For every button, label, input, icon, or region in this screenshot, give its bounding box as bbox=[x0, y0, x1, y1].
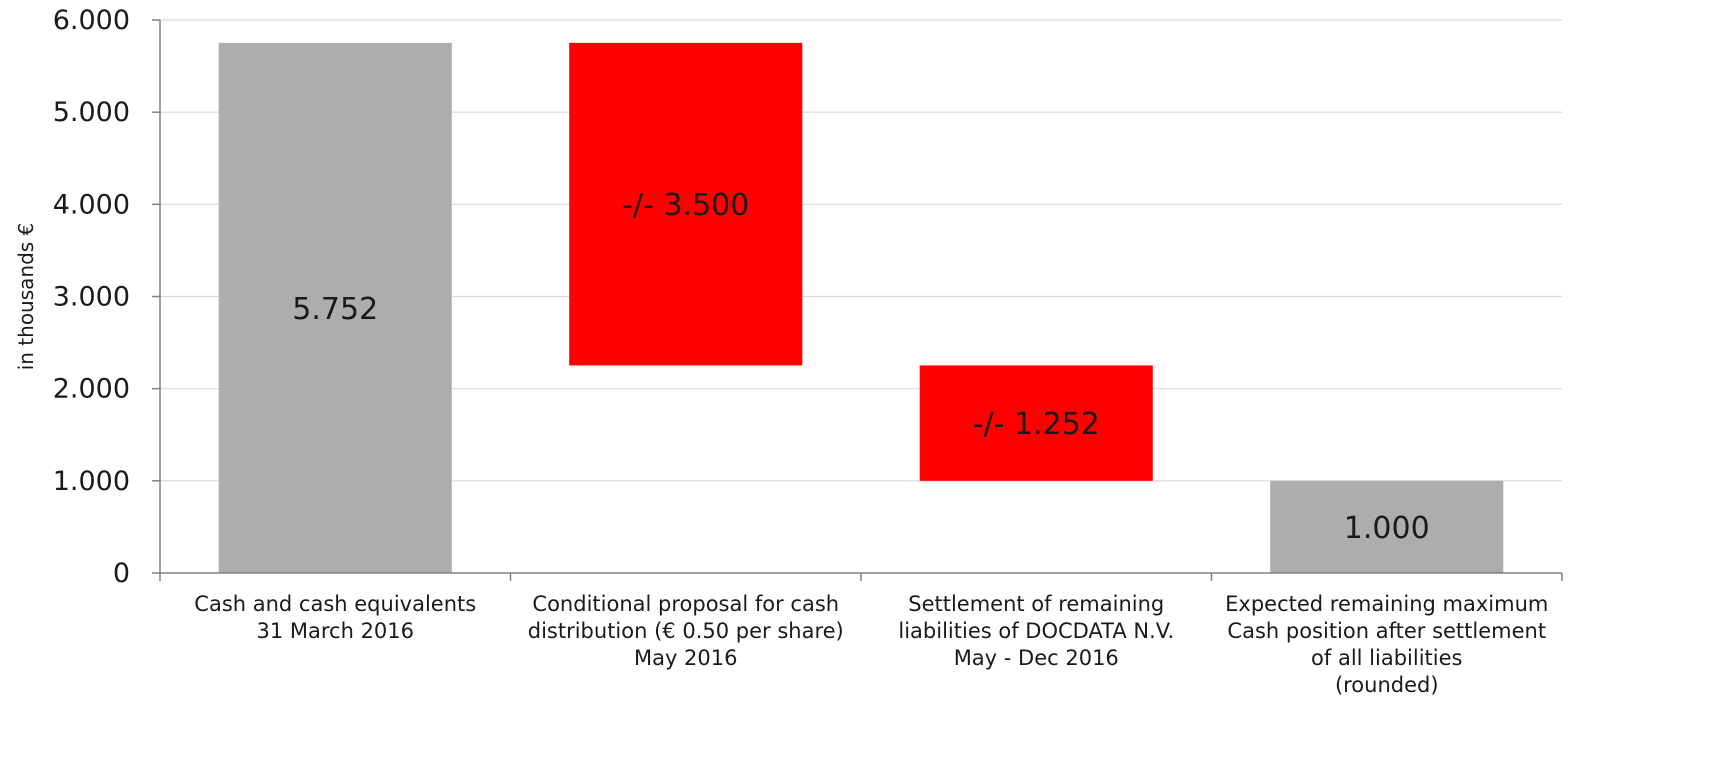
y-tick-label: 5.000 bbox=[53, 97, 130, 128]
bar-total bbox=[1270, 480, 1504, 573]
x-category-label: Cash and cash equivalents 31 March 2016 bbox=[194, 592, 476, 643]
y-tick-label: 2.000 bbox=[53, 374, 130, 405]
bars bbox=[218, 42, 1504, 573]
y-tick-label: 0 bbox=[113, 558, 130, 589]
y-tick-label: 6.000 bbox=[53, 5, 130, 36]
x-category-label: Expected remaining maximum Cash position … bbox=[1225, 592, 1548, 697]
y-axis-label: in thousands € bbox=[14, 223, 38, 371]
x-category-label: Conditional proposal for cash distributio… bbox=[528, 592, 844, 670]
bar-decrease bbox=[569, 42, 803, 366]
bar-value-label: -/- 1.252 bbox=[973, 407, 1100, 442]
bar-decrease bbox=[919, 365, 1153, 481]
y-tick-label: 1.000 bbox=[53, 466, 130, 497]
bar-value-label: 5.752 bbox=[292, 292, 378, 327]
bar-total bbox=[218, 42, 452, 573]
bar-value-label: -/- 3.500 bbox=[622, 188, 749, 223]
axes bbox=[152, 19, 1563, 581]
x-category-label: Settlement of remaining liabilities of DO… bbox=[898, 592, 1174, 670]
y-tick-label: 3.000 bbox=[53, 282, 130, 313]
labels: 0 1.000 2.000 3.000 4.000 5.000 6.000 5.752 -/- … bbox=[53, 5, 1549, 697]
y-tick-label: 4.000 bbox=[53, 189, 130, 220]
bar-value-label: 1.000 bbox=[1344, 511, 1430, 546]
